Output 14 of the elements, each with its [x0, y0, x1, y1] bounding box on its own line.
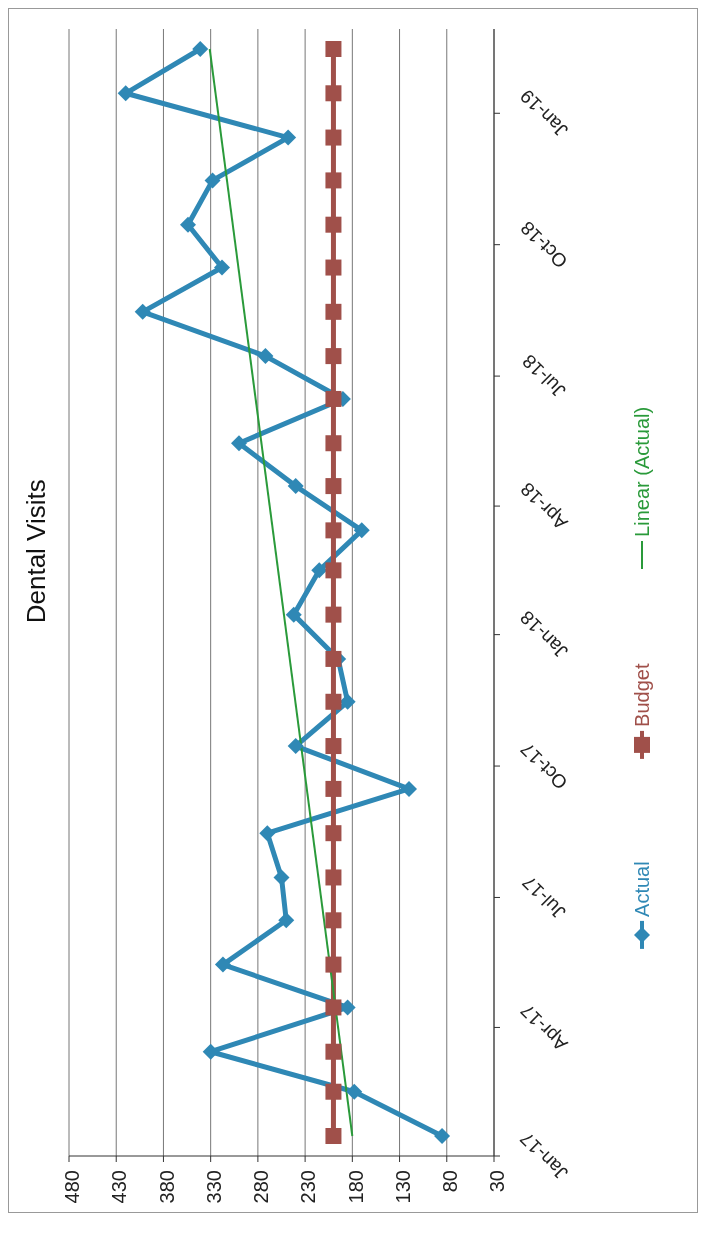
x-tick-label: 130: [391, 1170, 414, 1204]
x-tick-label: 280: [250, 1170, 273, 1204]
x-tick-label: 430: [108, 1170, 131, 1204]
text: Budget: [631, 663, 653, 727]
text: Dental Visits: [21, 479, 51, 624]
text: Actual: [631, 861, 653, 917]
x-tick-label: 180: [344, 1170, 367, 1204]
x-tick-label: 330: [202, 1170, 225, 1204]
x-tick-label: 80: [438, 1170, 461, 1193]
x-tick-label: 30: [486, 1170, 509, 1193]
text: Linear (Actual): [631, 406, 653, 537]
x-tick-label: 480: [61, 1170, 84, 1204]
x-tick-label: 230: [297, 1170, 320, 1204]
x-tick-label: 380: [155, 1170, 178, 1204]
